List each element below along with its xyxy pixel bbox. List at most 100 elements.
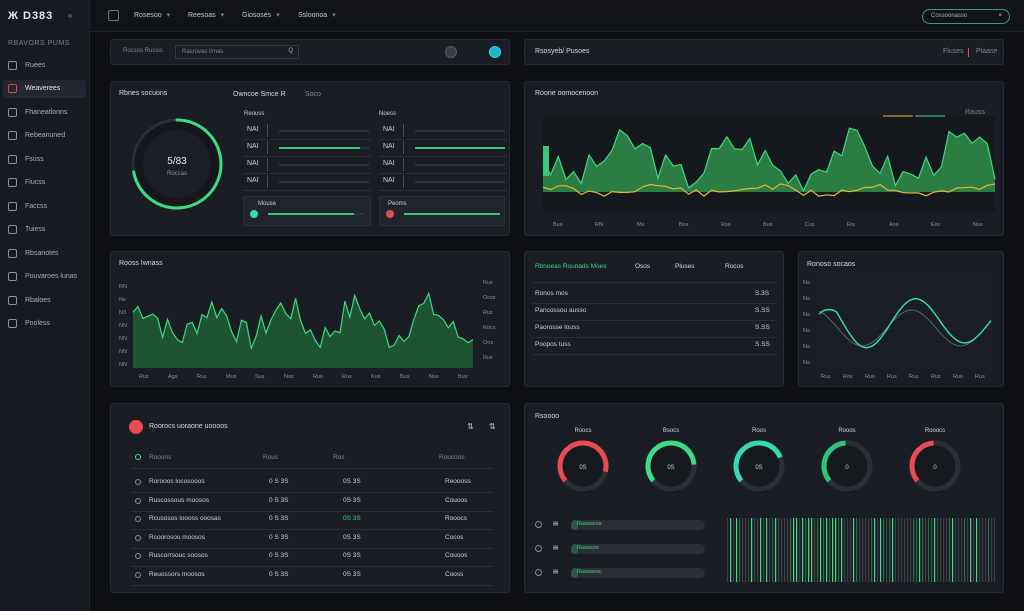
metric-row[interactable]: NAI [379,175,507,191]
summary-header-2[interactable]: Pluses [675,263,695,270]
activity-bar [898,518,900,582]
collapse-sidebar-icon[interactable]: « [68,11,73,20]
metric-card-2[interactable]: Peoms [379,196,505,226]
alert-dot-icon [386,210,394,218]
sidebar-item-3[interactable]: Rebeanuned [3,127,86,145]
summary-row[interactable]: Ronos mos S.3S [533,288,777,304]
records-header-2[interactable]: Ros [333,454,345,461]
gauge-3[interactable]: Rooos 0 [819,426,875,498]
y-tick-label: Ns [803,328,810,334]
progress-row[interactable]: ▤ Rosooooc [535,566,707,580]
header-link-2[interactable]: Plaase [976,48,998,55]
progress-row[interactable]: ▤ Rosoocos [535,518,707,532]
table-row[interactable]: Rorooos locosooos 0 S 3S 0S 3S Reoooss [131,476,493,493]
sidebar-item-6[interactable]: Faccss [3,197,86,215]
summary-row-label: Pancossou ausso [535,307,587,314]
sidebar-item-11[interactable]: Pooless [3,315,86,333]
sidebar-item-7[interactable]: Tuiess [3,221,86,239]
row-value-b: 0S 3S [343,478,361,485]
user-avatar-icon[interactable] [489,46,501,58]
filter-icon[interactable]: ⇅ [467,422,474,431]
records-header-0[interactable]: Rooons [149,454,172,461]
records-header-1[interactable]: Rous [263,454,279,461]
metric-row[interactable]: NAI [243,175,371,191]
globe-icon [8,225,17,234]
eye-icon[interactable] [129,420,143,434]
activity-bar [766,518,768,582]
x-tick-label: Kus [371,374,381,380]
summary-header-3[interactable]: Rocos [725,263,744,270]
table-row[interactable]: Ruscorrsouc soosos 0 S 3S 0S 3S Couoos [131,550,493,567]
top-menu-3[interactable]: Giososes ▾ [242,12,280,19]
gauge-0[interactable]: Roocs 0S [555,426,611,498]
sidebar-item-1[interactable]: Weaverees [3,79,86,98]
activity-bar [748,518,750,582]
sidebar-item-label: Rbaloes [25,296,51,304]
search-icon[interactable]: Q [288,48,293,54]
sidebar-item-8[interactable]: Rbsanotes [3,244,86,262]
row-name: Reuossors moosos [149,570,205,578]
gauge-2[interactable]: Roos 0S [731,426,787,498]
metric-row[interactable]: NAI [379,141,507,157]
summary-row[interactable]: Poopos tuss S.SS [533,339,777,355]
window-icon[interactable] [108,10,119,21]
sidebar-item-10[interactable]: Rbaloes [3,291,86,309]
metric-row[interactable]: NAI [243,124,371,140]
status-pill[interactable]: Cossoonasso × [922,9,1010,24]
table-row[interactable]: Rcoorosou moosos 0 S 3S 0S 3S Cocos [131,532,493,549]
metric-row[interactable]: NAI [379,124,507,140]
sidebar-item-2[interactable]: Fhaneatlonns [3,103,86,121]
table-row[interactable]: Ruscossous moosos 0 S 3S 0S 3S Couoos [131,495,493,512]
summary-row[interactable]: Pancossou ausso S.SS [533,305,777,321]
table-row[interactable]: Rcusosos loooss ooosas 0 S 3S 0S 3S Rooocs [131,513,493,530]
metric-row[interactable]: NAI [243,158,371,174]
select-all-icon[interactable] [135,454,141,460]
y-right-label: Rus [483,355,493,361]
close-icon[interactable]: × [998,13,1002,19]
y-right-label: Rus [483,280,493,286]
metric-card-1[interactable]: Mouse [243,196,371,226]
sidebar-item-5[interactable]: Fiucss [3,174,86,192]
sidebar-item-9[interactable]: Pouvaroes lunas [3,268,86,286]
summary-header-1[interactable]: Osos [635,263,651,270]
activity-bar [751,518,753,582]
progress-row[interactable]: ▤ Rooocos [535,542,707,556]
x-tick-label: Bus [763,222,773,228]
x-tick-label: RN [595,222,603,228]
metric-card-1-label: Mouse [258,201,277,207]
activity-bar [874,518,876,582]
metric-row[interactable]: NAI [379,158,507,174]
summary-header-0[interactable]: Rbnoeas Rounads Moes [535,263,607,270]
search-input[interactable]: Rasrovas lirnas Q [175,45,299,59]
row-select-icon[interactable] [135,553,141,559]
row-select-icon[interactable] [135,571,141,578]
activity-bar [844,518,846,582]
sidebar-item-4[interactable]: Fsuss [3,150,86,168]
header-panel: Rsosyeb/ Pusoes Fluses Plaase [524,39,1004,65]
top-menu-4[interactable]: Ssloonoa ▾ [298,12,336,19]
header-link-1[interactable]: Fluses [943,48,964,55]
table-row[interactable]: Reuossors moosos 0 S 3S 0S 3S Cooss [131,569,493,586]
sidebar-item-0[interactable]: Ruees [3,56,86,74]
activity-bar [994,518,995,582]
row-select-icon[interactable] [135,516,141,522]
row-name: Rcoorosou moosos [149,533,205,541]
row-select-icon[interactable] [135,534,141,541]
y-right-label: Rus [483,310,493,316]
row-select-icon[interactable] [135,497,141,504]
row-select-icon[interactable] [135,479,141,485]
metric-row[interactable]: NAI [243,141,371,157]
trend-chart: RN Ns N3 NN NN NN NN Rus Ocss Rus Rocs Oos Rus Rus Ags… [119,280,496,380]
folder-icon [8,201,17,211]
settings-icon[interactable] [445,46,457,58]
sidebar-item-label: Rebeanuned [25,132,66,139]
records-header-3[interactable]: Roucoos [439,454,465,461]
top-menu-1[interactable]: Rosesoo ▾ [134,12,171,19]
gauge-1[interactable]: Bsocs 0S [643,426,699,498]
summary-row[interactable]: Paorosse louss S.SS [533,322,777,338]
y-tick-label: NN [119,349,127,355]
sort-icon[interactable]: ⇅ [489,422,496,431]
top-menu-2[interactable]: Reesoas ▾ [188,12,225,19]
gauge-4[interactable]: Rooocs 0 [907,426,963,498]
activity-bar [895,518,897,582]
